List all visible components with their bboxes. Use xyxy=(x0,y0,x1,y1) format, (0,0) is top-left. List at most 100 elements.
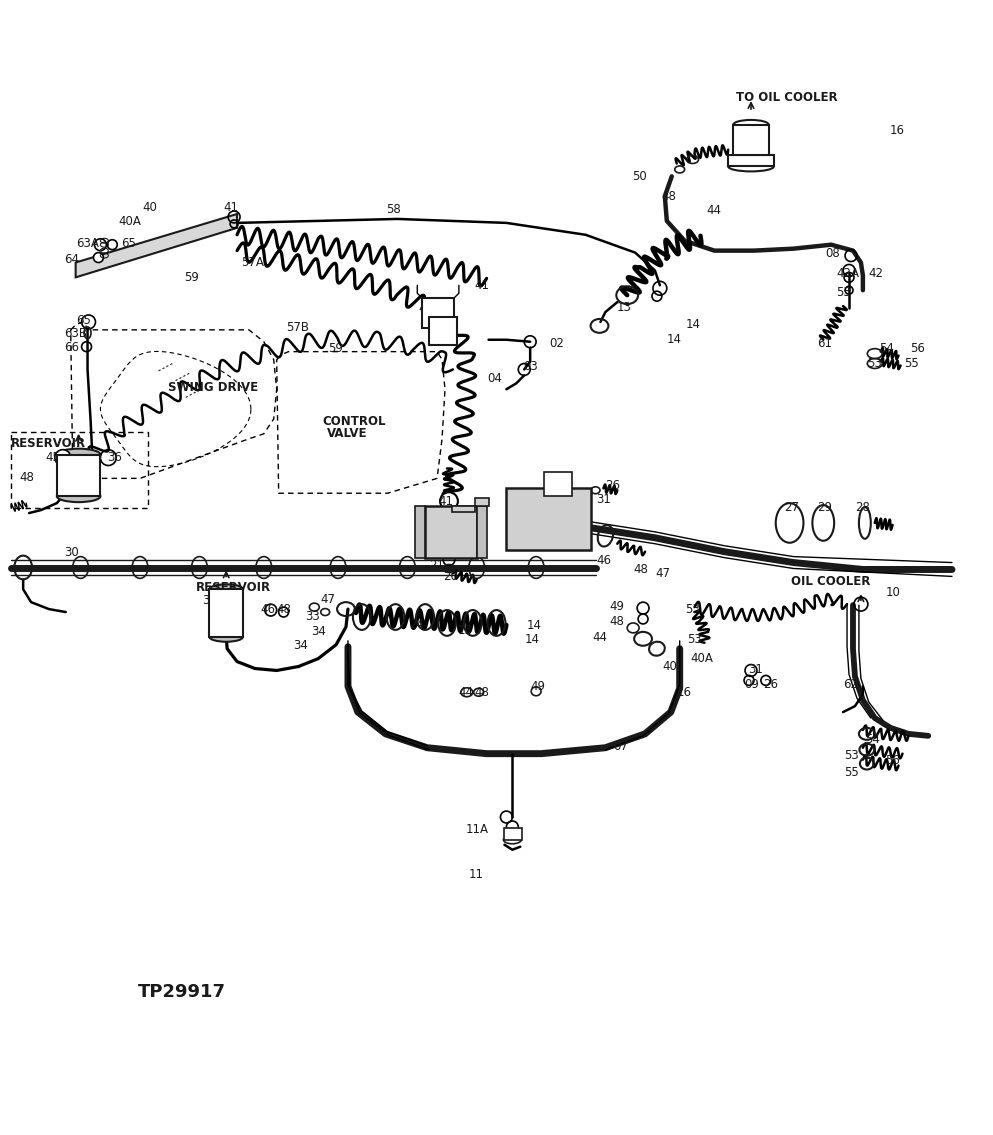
Text: 44: 44 xyxy=(593,631,608,644)
Text: 14: 14 xyxy=(667,334,682,346)
Text: 19: 19 xyxy=(553,527,568,539)
Text: 53: 53 xyxy=(844,749,859,762)
Text: 23A: 23A xyxy=(543,487,566,501)
Text: 42A: 42A xyxy=(429,314,452,327)
Bar xyxy=(415,506,425,557)
Text: 55: 55 xyxy=(905,358,920,370)
Text: 34: 34 xyxy=(312,625,327,638)
Text: 46: 46 xyxy=(597,554,612,566)
Text: 59: 59 xyxy=(185,271,200,284)
Text: 44: 44 xyxy=(458,686,473,699)
Text: 40: 40 xyxy=(663,661,678,673)
Text: 63A: 63A xyxy=(75,237,98,250)
Text: 05: 05 xyxy=(436,544,451,556)
Bar xyxy=(506,488,591,549)
Text: 65: 65 xyxy=(75,314,90,327)
Text: 16: 16 xyxy=(890,124,905,137)
Text: 02: 02 xyxy=(549,337,564,351)
Text: VALVE: VALVE xyxy=(327,427,367,440)
Polygon shape xyxy=(75,215,237,277)
Ellipse shape xyxy=(210,585,243,595)
Text: 14: 14 xyxy=(526,620,541,632)
Text: 36: 36 xyxy=(107,451,122,463)
Text: 50: 50 xyxy=(633,170,646,184)
Text: 62: 62 xyxy=(843,678,858,691)
Text: 49: 49 xyxy=(530,680,545,692)
Text: 14: 14 xyxy=(685,319,701,331)
Text: 57A: 57A xyxy=(241,257,264,269)
Text: 56: 56 xyxy=(911,342,925,355)
Text: 53: 53 xyxy=(687,633,702,646)
Text: 08: 08 xyxy=(825,246,840,260)
Text: 48: 48 xyxy=(277,603,292,616)
Text: 42A: 42A xyxy=(836,268,859,280)
Text: 48: 48 xyxy=(661,191,676,203)
Text: 36: 36 xyxy=(203,594,217,607)
Text: 53: 53 xyxy=(836,286,851,300)
Text: 47: 47 xyxy=(320,594,336,606)
Circle shape xyxy=(94,238,106,251)
Text: 13: 13 xyxy=(458,624,473,638)
Text: 63B: 63B xyxy=(64,327,86,340)
Text: 40A: 40A xyxy=(458,522,481,535)
Text: 54: 54 xyxy=(879,342,894,355)
Text: 48: 48 xyxy=(19,471,34,485)
Text: 57B: 57B xyxy=(287,321,310,335)
Bar xyxy=(544,472,572,496)
Circle shape xyxy=(440,493,458,510)
Text: 28: 28 xyxy=(855,501,870,514)
Text: 65: 65 xyxy=(121,237,136,250)
Text: 04: 04 xyxy=(488,372,502,385)
Text: 11: 11 xyxy=(469,868,484,881)
Text: 31: 31 xyxy=(597,494,612,506)
Ellipse shape xyxy=(57,490,100,502)
Bar xyxy=(57,455,100,496)
Circle shape xyxy=(532,495,580,543)
Bar xyxy=(429,317,457,345)
Text: 46: 46 xyxy=(261,603,276,616)
Text: 13: 13 xyxy=(617,301,632,313)
Bar xyxy=(728,154,774,167)
Text: 09: 09 xyxy=(744,678,759,691)
Text: 61: 61 xyxy=(817,337,832,351)
Text: 26: 26 xyxy=(606,479,621,493)
Text: 34: 34 xyxy=(294,639,309,651)
Text: 64: 64 xyxy=(64,253,78,266)
Circle shape xyxy=(55,449,71,465)
Text: 03: 03 xyxy=(523,360,538,373)
Text: RESERVOIR: RESERVOIR xyxy=(196,581,271,595)
Text: 29: 29 xyxy=(817,501,832,514)
Text: 07: 07 xyxy=(614,740,629,754)
Text: 66: 66 xyxy=(64,342,78,354)
Text: 44: 44 xyxy=(706,204,722,217)
Text: TP29917: TP29917 xyxy=(138,983,226,1001)
Text: RESERVOIR: RESERVOIR xyxy=(11,437,86,449)
Text: 53: 53 xyxy=(684,603,699,616)
Text: 14: 14 xyxy=(524,633,539,646)
Bar xyxy=(733,125,769,154)
Text: 30: 30 xyxy=(64,546,78,558)
Text: 40: 40 xyxy=(142,201,157,213)
Text: 21: 21 xyxy=(429,558,444,572)
Text: 16: 16 xyxy=(676,686,692,699)
Text: 31: 31 xyxy=(748,663,763,676)
Text: OIL COOLER: OIL COOLER xyxy=(790,575,870,588)
Text: 58: 58 xyxy=(386,202,401,216)
Ellipse shape xyxy=(57,448,100,461)
Text: 48: 48 xyxy=(610,615,625,628)
Text: 20: 20 xyxy=(443,571,458,583)
Bar xyxy=(210,589,243,637)
Text: 40: 40 xyxy=(457,508,472,521)
Bar xyxy=(477,506,487,557)
Text: 33: 33 xyxy=(306,609,320,623)
Text: 49: 49 xyxy=(610,600,625,613)
Text: 26: 26 xyxy=(763,678,778,691)
Text: 55: 55 xyxy=(844,766,859,779)
Text: 42: 42 xyxy=(418,302,433,314)
Bar xyxy=(504,827,522,840)
Polygon shape xyxy=(452,498,489,512)
Text: 47: 47 xyxy=(655,568,670,580)
Text: 59: 59 xyxy=(328,342,343,355)
Text: TO OIL COOLER: TO OIL COOLER xyxy=(736,91,838,104)
Text: 05: 05 xyxy=(430,327,445,340)
